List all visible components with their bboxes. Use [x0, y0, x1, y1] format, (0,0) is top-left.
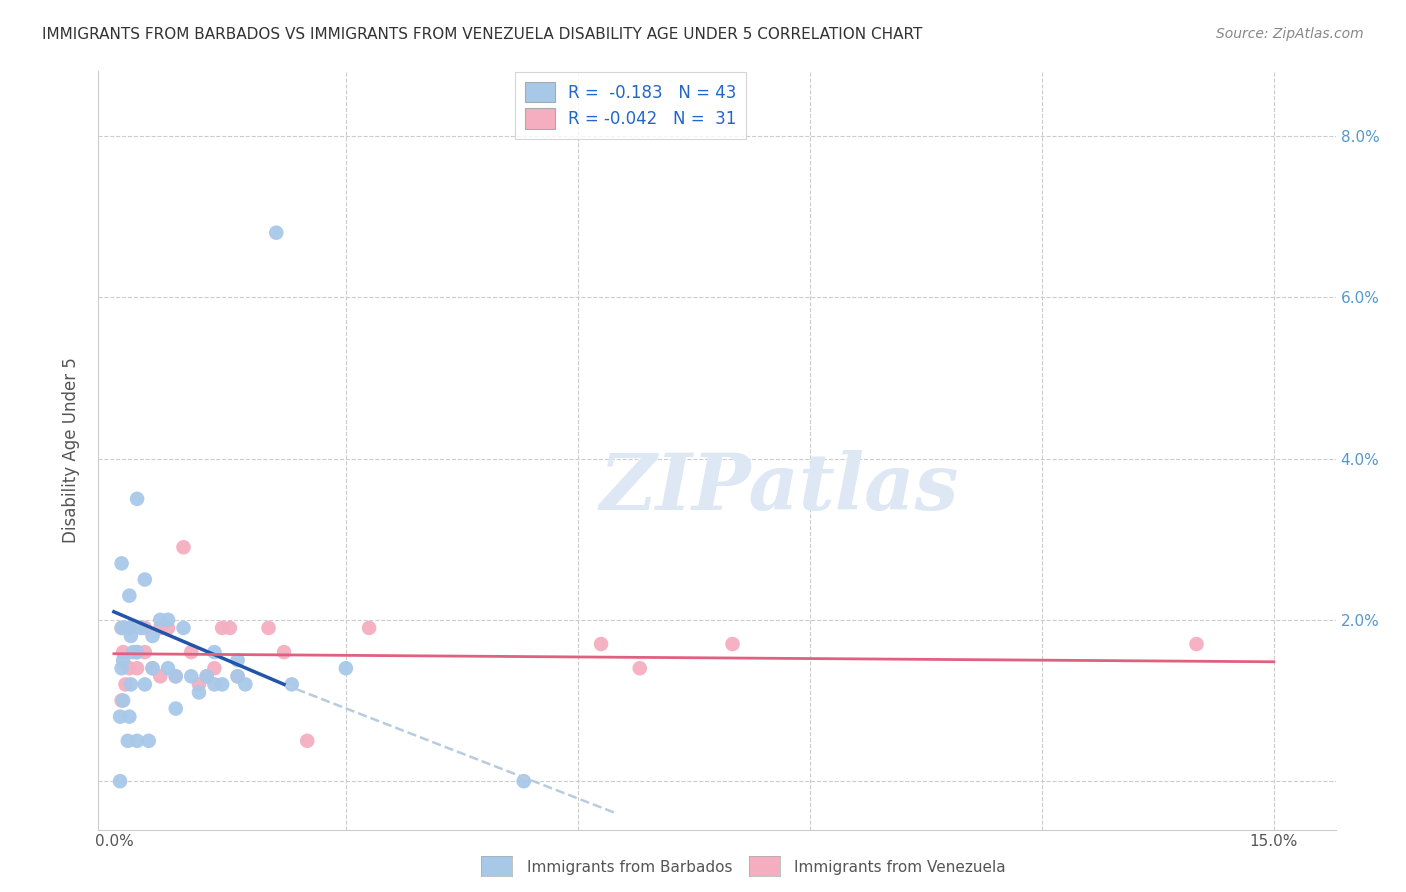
Point: [118, 621, 141, 635]
Point: [157, 613, 180, 627]
Point: [127, 661, 149, 675]
Point: [111, 621, 134, 635]
Point: [141, 661, 165, 675]
Point: [188, 677, 211, 691]
Point: [226, 669, 249, 683]
Point: [120, 629, 142, 643]
Point: [111, 621, 134, 635]
Point: [513, 774, 536, 789]
Point: [149, 621, 172, 635]
Point: [281, 677, 304, 691]
Point: [108, 774, 131, 789]
Point: [297, 734, 319, 748]
Point: [134, 677, 156, 691]
Point: [149, 613, 172, 627]
Y-axis label: Disability Age Under 5: Disability Age Under 5: [62, 358, 80, 543]
Point: [172, 621, 194, 635]
Text: Immigrants from Barbados: Immigrants from Barbados: [527, 860, 733, 874]
Point: [134, 621, 156, 635]
Point: [628, 661, 651, 675]
Point: [122, 645, 145, 659]
Point: [141, 661, 165, 675]
Point: [127, 645, 149, 659]
Point: [591, 637, 613, 651]
Point: [118, 621, 141, 635]
Point: [157, 621, 180, 635]
Point: [257, 621, 280, 635]
Point: [204, 661, 226, 675]
Point: [157, 661, 180, 675]
Point: [264, 226, 288, 240]
Point: [219, 621, 242, 635]
Point: [180, 669, 202, 683]
Text: ZIPatlas: ZIPatlas: [599, 450, 959, 526]
Point: [195, 669, 218, 683]
Point: [172, 541, 194, 555]
Point: [127, 734, 149, 748]
Point: [211, 677, 233, 691]
Point: [204, 645, 226, 659]
Point: [114, 677, 136, 691]
Point: [118, 589, 141, 603]
Point: [165, 669, 187, 683]
Point: [117, 734, 139, 748]
Text: Immigrants from Venezuela: Immigrants from Venezuela: [794, 860, 1007, 874]
Text: Source: ZipAtlas.com: Source: ZipAtlas.com: [1216, 27, 1364, 41]
Point: [195, 669, 218, 683]
Point: [112, 653, 135, 667]
Point: [211, 621, 233, 635]
Point: [141, 629, 165, 643]
Text: IMMIGRANTS FROM BARBADOS VS IMMIGRANTS FROM VENEZUELA DISABILITY AGE UNDER 5 COR: IMMIGRANTS FROM BARBADOS VS IMMIGRANTS F…: [42, 27, 922, 42]
Point: [112, 645, 135, 659]
Point: [118, 661, 141, 675]
Point: [235, 677, 257, 691]
Point: [165, 701, 187, 715]
Point: [165, 669, 187, 683]
Point: [111, 693, 134, 707]
Point: [204, 677, 226, 691]
Point: [335, 661, 357, 675]
Point: [188, 685, 211, 699]
Point: [127, 645, 149, 659]
Point: [273, 645, 295, 659]
Point: [149, 669, 172, 683]
Point: [129, 621, 152, 635]
Point: [111, 557, 134, 571]
Point: [108, 709, 131, 723]
Legend: R =  -0.183   N = 43, R = -0.042   N =  31: R = -0.183 N = 43, R = -0.042 N = 31: [515, 72, 747, 138]
Point: [111, 661, 134, 675]
Point: [134, 573, 156, 587]
Point: [721, 637, 744, 651]
Point: [226, 653, 249, 667]
Point: [120, 677, 142, 691]
Point: [112, 693, 135, 707]
Point: [127, 491, 149, 506]
Point: [114, 621, 136, 635]
Point: [1185, 637, 1208, 651]
Point: [118, 709, 141, 723]
Point: [226, 669, 249, 683]
Point: [359, 621, 381, 635]
Point: [134, 645, 156, 659]
Point: [180, 645, 202, 659]
Point: [138, 734, 160, 748]
